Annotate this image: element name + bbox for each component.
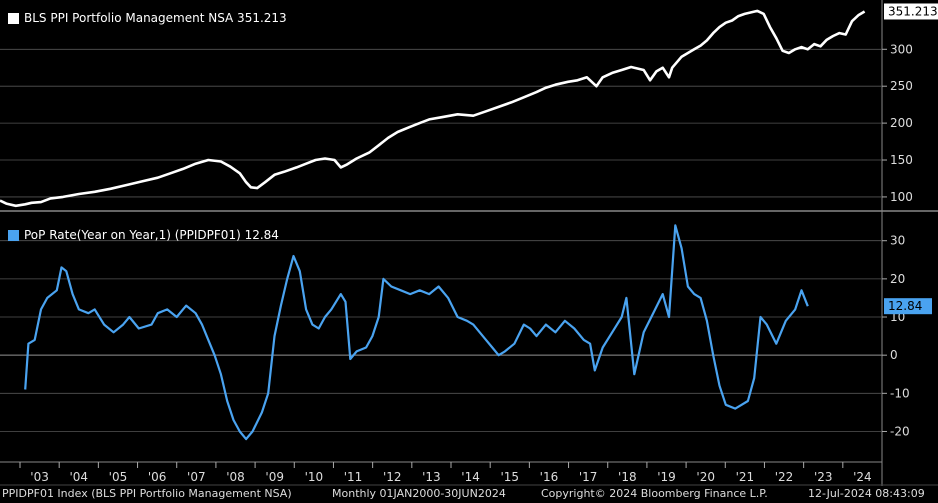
x-tick-label: '21	[736, 470, 755, 484]
bottom-tick-label: 30	[890, 234, 905, 248]
x-tick-label: '19	[657, 470, 676, 484]
x-tick-label: '22	[775, 470, 794, 484]
x-tick-label: '09	[265, 470, 284, 484]
x-tick-label: '12	[383, 470, 402, 484]
bottom-legend: PoP Rate(Year on Year,1) (PPIDPF01) 12.8…	[8, 228, 279, 242]
x-tick-label: '20	[696, 470, 715, 484]
top-tick-label: 150	[890, 153, 913, 167]
footer-bar: PPIDPF01 Index (BLS PPI Portfolio Manage…	[0, 486, 938, 503]
top-tick-label: 250	[890, 79, 913, 93]
bottom-last-value: 12.84	[888, 299, 922, 313]
x-tick-label: '10	[305, 470, 324, 484]
x-tick-label: '08	[226, 470, 245, 484]
top-last-value: 351.213	[888, 4, 938, 18]
top-tick-label: 300	[890, 42, 913, 56]
bottom-last-value-box	[884, 298, 932, 315]
top-legend: BLS PPI Portfolio Management NSA 351.213	[8, 11, 287, 25]
x-tick-label: '03	[30, 470, 49, 484]
footer-copyright: Copyright© 2024 Bloomberg Finance L.P.	[541, 487, 768, 500]
x-tick-label: '07	[187, 470, 206, 484]
top-legend-swatch	[8, 12, 19, 24]
x-tick-label: '15	[500, 470, 519, 484]
bottom-tick-label: 0	[890, 348, 898, 362]
bottom-tick-label: -20	[890, 424, 910, 438]
x-tick-label: '24	[853, 470, 872, 484]
x-tick-label: '06	[148, 470, 167, 484]
x-tick-label: '18	[618, 470, 637, 484]
top-last-value-box	[884, 3, 938, 20]
x-tick-label: '16	[540, 470, 559, 484]
yoy-series-line	[24, 224, 809, 441]
footer-ticker: PPIDPF01 Index (BLS PPI Portfolio Manage…	[2, 487, 292, 500]
bottom-tick-label: 20	[890, 272, 905, 286]
x-tick-label: '13	[422, 470, 441, 484]
x-tick-label: '17	[579, 470, 598, 484]
bottom-legend-swatch	[8, 229, 19, 241]
top-tick-label: 200	[890, 116, 913, 130]
footer-range: Monthly 01JAN2000-30JUN2024	[332, 487, 506, 500]
bottom-tick-label: -10	[890, 386, 910, 400]
level-series-line	[0, 9, 866, 208]
x-tick-label: '23	[814, 470, 833, 484]
top-legend-text: BLS PPI Portfolio Management NSA 351.213	[24, 11, 287, 25]
x-tick-label: '05	[109, 470, 128, 484]
footer-timestamp: 12-Jul-2024 08:43:09	[808, 487, 925, 500]
x-tick-label: '04	[69, 470, 88, 484]
bottom-legend-text: PoP Rate(Year on Year,1) (PPIDPF01) 12.8…	[24, 228, 279, 242]
x-tick-label: '11	[344, 470, 363, 484]
x-tick-label: '14	[461, 470, 480, 484]
top-tick-label: 100	[890, 190, 913, 204]
